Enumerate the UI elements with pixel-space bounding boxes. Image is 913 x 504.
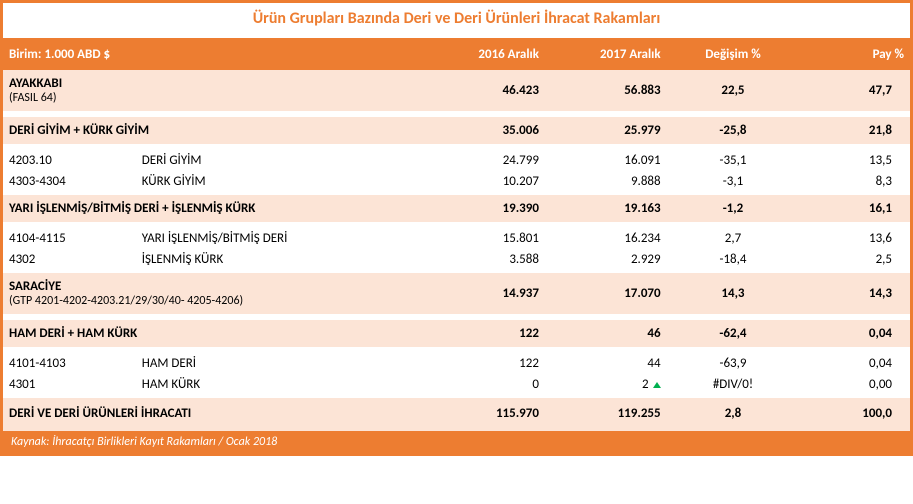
group-2017: 46 bbox=[545, 320, 667, 347]
group-change: -1,2 bbox=[667, 195, 800, 222]
group-2017: 56.883 bbox=[545, 70, 667, 111]
sub-2017: 2.929 bbox=[545, 249, 667, 273]
group-label: HAM DERİ + HAM KÜRK bbox=[3, 320, 423, 347]
group-pay: 0,04 bbox=[799, 320, 910, 347]
sub-2016: 0 bbox=[423, 374, 545, 398]
group-change: -62,4 bbox=[667, 320, 800, 347]
sub-2017: 16.091 bbox=[545, 150, 667, 171]
total-2017: 119.255 bbox=[545, 398, 667, 431]
sub-code: 4301 bbox=[3, 374, 136, 398]
sub-2017: 44 bbox=[545, 353, 667, 374]
sub-2017: 2 bbox=[545, 374, 667, 398]
header-2017: 2017 Aralık bbox=[545, 39, 667, 70]
group-change: 22,5 bbox=[667, 70, 800, 111]
group-2016: 14.937 bbox=[423, 273, 545, 314]
sub-pay: 2,5 bbox=[799, 249, 910, 273]
sub-label: İŞLENMİŞ KÜRK bbox=[136, 249, 424, 273]
sub-change: -63,9 bbox=[667, 353, 800, 374]
sub-row: 4104-4115YARI İŞLENMİŞ/BİTMİŞ DERİ15.801… bbox=[3, 228, 910, 249]
total-change: 2,8 bbox=[667, 398, 800, 431]
sub-label: DERİ GİYİM bbox=[136, 150, 424, 171]
sub-2016: 24.799 bbox=[423, 150, 545, 171]
header-row: Birim: 1.000 ABD $2016 Aralık2017 Aralık… bbox=[3, 39, 910, 70]
total-2016: 115.970 bbox=[423, 398, 545, 431]
total-pay: 100,0 bbox=[799, 398, 910, 431]
group-label: SARACİYE(GTP 4201-4202-4203.21/29/30/40-… bbox=[3, 273, 423, 314]
group-2016: 19.390 bbox=[423, 195, 545, 222]
sub-row: 4101-4103HAM DERİ12244-63,90,04 bbox=[3, 353, 910, 374]
sub-2016: 3.588 bbox=[423, 249, 545, 273]
group-label: DERİ GİYİM + KÜRK GİYİM bbox=[3, 117, 423, 144]
sub-2017: 9.888 bbox=[545, 171, 667, 195]
sub-code: 4104-4115 bbox=[3, 228, 136, 249]
sub-label: HAM DERİ bbox=[136, 353, 424, 374]
header-2016: 2016 Aralık bbox=[423, 39, 545, 70]
sub-change: -35,1 bbox=[667, 150, 800, 171]
sub-row: 4203.10DERİ GİYİM24.79916.091-35,113,5 bbox=[3, 150, 910, 171]
sub-pay: 13,5 bbox=[799, 150, 910, 171]
sub-code: 4203.10 bbox=[3, 150, 136, 171]
sub-label: HAM KÜRK bbox=[136, 374, 424, 398]
group-change: -25,8 bbox=[667, 117, 800, 144]
sub-2017: 16.234 bbox=[545, 228, 667, 249]
header-unit: Birim: 1.000 ABD $ bbox=[3, 39, 423, 70]
export-table-container: Ürün Grupları Bazında Deri ve Deri Ürünl… bbox=[0, 0, 913, 456]
sub-label: KÜRK GİYİM bbox=[136, 171, 424, 195]
sub-pay: 0,04 bbox=[799, 353, 910, 374]
sub-code: 4303-4304 bbox=[3, 171, 136, 195]
sub-change: #DIV/0! bbox=[667, 374, 800, 398]
group-row: AYAKKABI(FASIL 64)46.42356.88322,547,7 bbox=[3, 70, 910, 111]
sub-row: 4302İŞLENMİŞ KÜRK3.5882.929-18,42,5 bbox=[3, 249, 910, 273]
header-change: Değişim % bbox=[667, 39, 800, 70]
group-row: DERİ GİYİM + KÜRK GİYİM35.00625.979-25,8… bbox=[3, 117, 910, 144]
group-2016: 35.006 bbox=[423, 117, 545, 144]
sub-pay: 13,6 bbox=[799, 228, 910, 249]
group-pay: 16,1 bbox=[799, 195, 910, 222]
sub-pay: 0,00 bbox=[799, 374, 910, 398]
group-2016: 46.423 bbox=[423, 70, 545, 111]
table-title: Ürün Grupları Bazında Deri ve Deri Ürünl… bbox=[3, 3, 910, 39]
header-pay: Pay % bbox=[799, 39, 910, 70]
source-note: Kaynak: İhracatçı Birlikleri Kayıt Rakam… bbox=[3, 431, 910, 453]
sub-row: 4301HAM KÜRK02#DIV/0!0,00 bbox=[3, 374, 910, 398]
group-pay: 47,7 bbox=[799, 70, 910, 111]
sub-change: -3,1 bbox=[667, 171, 800, 195]
sub-code: 4101-4103 bbox=[3, 353, 136, 374]
sub-change: -18,4 bbox=[667, 249, 800, 273]
sub-label: YARI İŞLENMİŞ/BİTMİŞ DERİ bbox=[136, 228, 424, 249]
sub-2016: 15.801 bbox=[423, 228, 545, 249]
sub-code: 4302 bbox=[3, 249, 136, 273]
group-label: AYAKKABI(FASIL 64) bbox=[3, 70, 423, 111]
total-label: DERİ VE DERİ ÜRÜNLERİ İHRACATI bbox=[3, 398, 423, 431]
group-2017: 19.163 bbox=[545, 195, 667, 222]
group-2017: 25.979 bbox=[545, 117, 667, 144]
group-label: YARI İŞLENMİŞ/BİTMİŞ DERİ + İŞLENMİŞ KÜR… bbox=[3, 195, 423, 222]
group-row: SARACİYE(GTP 4201-4202-4203.21/29/30/40-… bbox=[3, 273, 910, 314]
group-pay: 14,3 bbox=[799, 273, 910, 314]
group-change: 14,3 bbox=[667, 273, 800, 314]
sub-change: 2,7 bbox=[667, 228, 800, 249]
group-row: HAM DERİ + HAM KÜRK12246-62,40,04 bbox=[3, 320, 910, 347]
group-2017: 17.070 bbox=[545, 273, 667, 314]
sub-pay: 8,3 bbox=[799, 171, 910, 195]
sub-2016: 10.207 bbox=[423, 171, 545, 195]
error-indicator-icon bbox=[653, 382, 661, 388]
group-2016: 122 bbox=[423, 320, 545, 347]
total-row: DERİ VE DERİ ÜRÜNLERİ İHRACATI115.970119… bbox=[3, 398, 910, 431]
group-row: YARI İŞLENMİŞ/BİTMİŞ DERİ + İŞLENMİŞ KÜR… bbox=[3, 195, 910, 222]
export-table: Birim: 1.000 ABD $2016 Aralık2017 Aralık… bbox=[3, 39, 910, 431]
sub-2016: 122 bbox=[423, 353, 545, 374]
group-pay: 21,8 bbox=[799, 117, 910, 144]
sub-row: 4303-4304KÜRK GİYİM10.2079.888-3,18,3 bbox=[3, 171, 910, 195]
